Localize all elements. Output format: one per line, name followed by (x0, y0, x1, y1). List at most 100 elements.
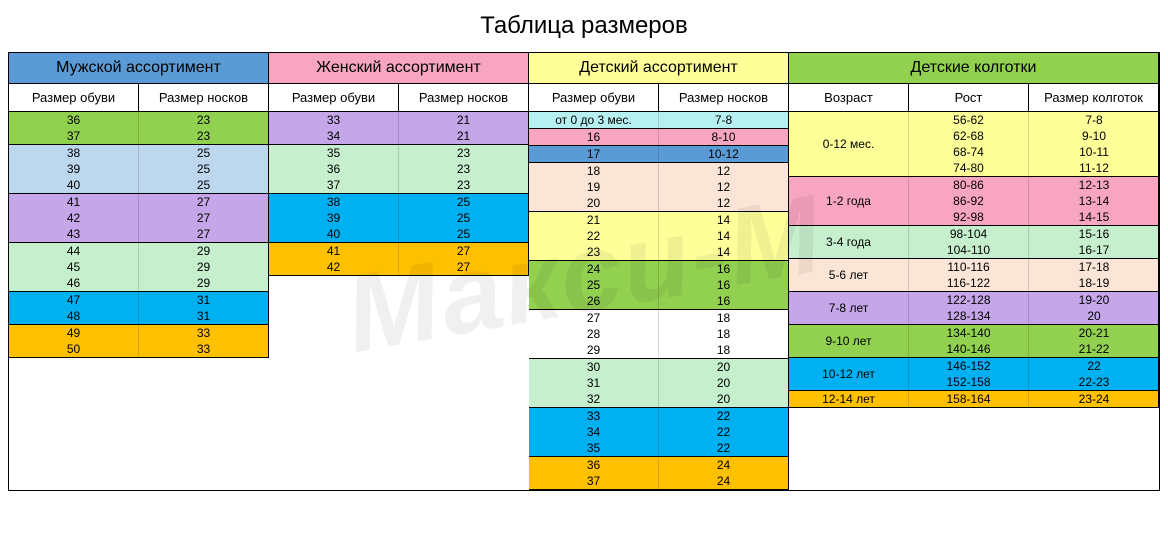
age-cell: 0-12 мес. (789, 112, 909, 176)
table-row: 4227 (9, 210, 268, 226)
table-cell: 98-104 (909, 226, 1029, 242)
age-cell: 9-10 лет (789, 325, 909, 357)
section-header: Детские колготки (789, 53, 1159, 84)
table-row: 98-10415-16 (909, 226, 1159, 242)
table-row: 2818 (529, 326, 788, 342)
table-cell: 16 (659, 261, 788, 277)
table-row: 3825 (9, 145, 268, 161)
table-cell: 13-14 (1029, 193, 1159, 209)
table-cell: 34 (529, 424, 659, 440)
table-row: 4025 (9, 177, 268, 193)
table-cell: 49 (9, 325, 139, 341)
table-cell: 42 (9, 210, 139, 226)
table-cell: 27 (529, 310, 659, 326)
table-row: 2516 (529, 277, 788, 293)
age-cell: 1-2 года (789, 177, 909, 225)
table-cell: 29 (139, 243, 268, 259)
table-row: 134-14020-21 (909, 325, 1159, 341)
table-row: 4933 (9, 325, 268, 341)
table-cell: 116-122 (909, 275, 1029, 291)
table-cell: 27 (399, 259, 528, 275)
table-cell: 17 (529, 146, 659, 162)
table-cell: 44 (9, 243, 139, 259)
column-header: Размер носков (659, 84, 789, 111)
table-row: 3422 (529, 424, 788, 440)
table-cell: 23 (139, 128, 268, 144)
table-cell: 146-152 (909, 358, 1029, 374)
table-cell: 29 (139, 259, 268, 275)
table-row: 4731 (9, 292, 268, 308)
section-tights: Детские колготкиВозрастРостРазмер колгот… (789, 53, 1159, 490)
age-cell: 10-12 лет (789, 358, 909, 390)
table-cell: 27 (399, 243, 528, 259)
table-cell: 19 (529, 179, 659, 195)
table-row: 4529 (9, 259, 268, 275)
table-cell: 104-110 (909, 242, 1029, 258)
table-cell: 74-80 (909, 160, 1029, 176)
table-cell: 35 (529, 440, 659, 456)
table-cell: 23 (139, 112, 268, 128)
table-cell: 8-10 (659, 129, 788, 145)
table-cell: 18 (659, 310, 788, 326)
table-cell: 33 (139, 325, 268, 341)
table-cell: 21 (399, 128, 528, 144)
table-row: 3523 (269, 145, 528, 161)
table-cell: 22 (659, 408, 788, 424)
table-row: 2314 (529, 244, 788, 260)
table-cell: 19-20 (1029, 292, 1159, 308)
column-header: Размер носков (399, 84, 529, 111)
table-cell: 62-68 (909, 128, 1029, 144)
table-row: 4429 (9, 243, 268, 259)
table-row: 4227 (269, 259, 528, 275)
table-row: 1912 (529, 179, 788, 195)
table-row: 3120 (529, 375, 788, 391)
table-cell: 25 (399, 210, 528, 226)
table-cell: 23 (399, 161, 528, 177)
table-cell: 40 (9, 177, 139, 193)
table-row: 3421 (269, 128, 528, 144)
table-cell: 14 (659, 228, 788, 244)
table-cell: 36 (9, 112, 139, 128)
table-row: 168-10 (529, 129, 788, 145)
column-header: Рост (909, 84, 1029, 111)
table-cell: 92-98 (909, 209, 1029, 225)
table-cell: 41 (9, 194, 139, 210)
table-cell: 20 (529, 195, 659, 211)
column-header: Размер колготок (1029, 84, 1159, 111)
table-cell: 42 (269, 259, 399, 275)
table-row: 4831 (9, 308, 268, 324)
table-cell: 30 (529, 359, 659, 375)
age-cell: 7-8 лет (789, 292, 909, 324)
size-table: Мужской ассортиментРазмер обувиРазмер но… (8, 52, 1160, 491)
table-cell: 16 (529, 129, 659, 145)
table-row: 3925 (269, 210, 528, 226)
table-cell: 40 (269, 226, 399, 242)
table-cell: 37 (529, 473, 659, 489)
table-cell: 22-23 (1029, 374, 1159, 390)
table-cell: 7-8 (659, 112, 788, 128)
age-cell: 3-4 года (789, 226, 909, 258)
table-cell: от 0 до 3 мес. (529, 112, 659, 128)
table-cell: 20 (659, 391, 788, 407)
table-row: 3724 (529, 473, 788, 489)
table-row: 2718 (529, 310, 788, 326)
table-cell: 24 (659, 473, 788, 489)
table-cell: 31 (139, 308, 268, 324)
table-cell: 20-21 (1029, 325, 1159, 341)
table-cell: 27 (139, 226, 268, 242)
table-cell: 14 (659, 212, 788, 228)
table-row: 128-13420 (909, 308, 1159, 324)
table-row: 3723 (269, 177, 528, 193)
table-cell: 21 (399, 112, 528, 128)
table-cell: 47 (9, 292, 139, 308)
page-title: Таблица размеров (8, 12, 1160, 40)
table-cell: 31 (529, 375, 659, 391)
column-header: Размер обуви (9, 84, 139, 111)
table-cell: 152-158 (909, 374, 1029, 390)
table-row: 3624 (529, 457, 788, 473)
table-cell: 12-13 (1029, 177, 1159, 193)
table-row: 2114 (529, 212, 788, 228)
table-cell: 22 (659, 424, 788, 440)
table-cell: 26 (529, 293, 659, 309)
table-cell: 29 (139, 275, 268, 291)
